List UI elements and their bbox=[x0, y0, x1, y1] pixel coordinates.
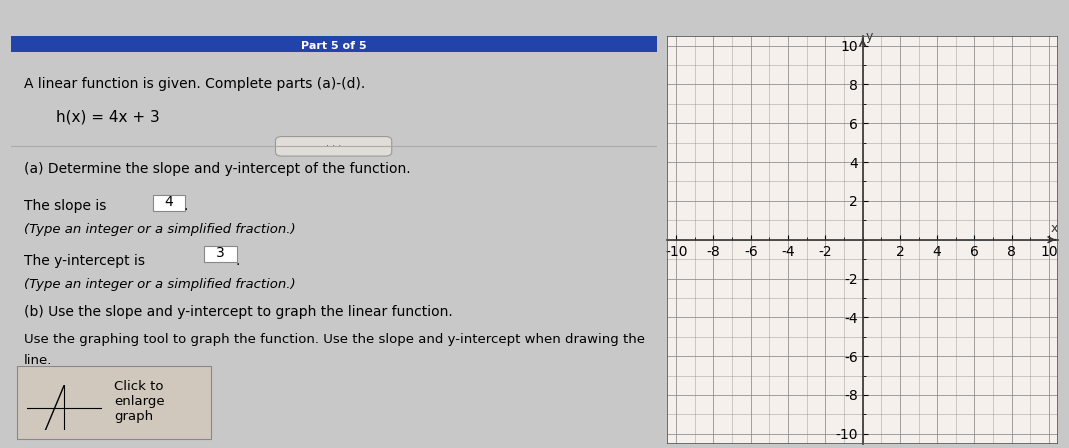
Text: (Type an integer or a simplified fraction.): (Type an integer or a simplified fractio… bbox=[24, 278, 295, 291]
Text: Click to
enlarge
graph: Click to enlarge graph bbox=[114, 380, 165, 423]
Text: x: x bbox=[1051, 222, 1058, 235]
FancyBboxPatch shape bbox=[204, 246, 236, 262]
Text: (Type an integer or a simplified fraction.): (Type an integer or a simplified fractio… bbox=[24, 223, 295, 236]
Text: y: y bbox=[866, 30, 872, 43]
Text: 3: 3 bbox=[216, 246, 224, 260]
Text: line.: line. bbox=[24, 354, 52, 367]
Text: Use the graphing tool to graph the function. Use the slope and y-intercept when : Use the graphing tool to graph the funct… bbox=[24, 333, 645, 346]
Text: .: . bbox=[235, 254, 239, 268]
Text: 4: 4 bbox=[165, 195, 173, 209]
Text: The slope is: The slope is bbox=[24, 199, 110, 213]
FancyBboxPatch shape bbox=[276, 137, 391, 156]
FancyBboxPatch shape bbox=[11, 36, 656, 52]
Text: (b) Use the slope and y-intercept to graph the linear function.: (b) Use the slope and y-intercept to gra… bbox=[24, 305, 452, 319]
FancyBboxPatch shape bbox=[17, 366, 211, 439]
Text: (a) Determine the slope and y-intercept of the function.: (a) Determine the slope and y-intercept … bbox=[24, 162, 410, 176]
Text: Part 5 of 5: Part 5 of 5 bbox=[300, 41, 367, 51]
Text: The y-intercept is: The y-intercept is bbox=[24, 254, 149, 268]
Text: A linear function is given. Complete parts (a)-(d).: A linear function is given. Complete par… bbox=[24, 77, 365, 90]
FancyBboxPatch shape bbox=[153, 195, 185, 211]
Text: .: . bbox=[184, 199, 188, 213]
Text: h(x) = 4x + 3: h(x) = 4x + 3 bbox=[56, 109, 159, 124]
Text: · · ·: · · · bbox=[326, 141, 341, 151]
